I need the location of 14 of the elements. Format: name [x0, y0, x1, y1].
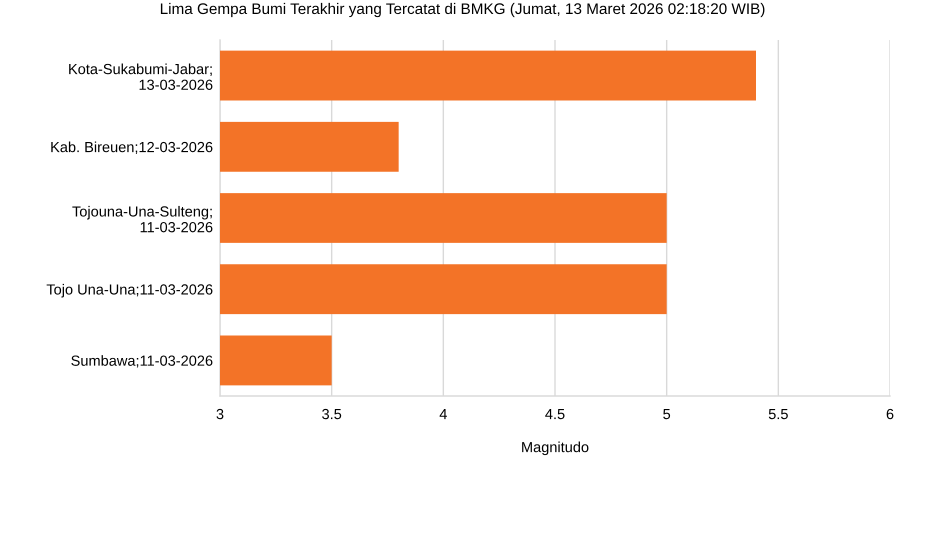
x-tick-label: 5: [663, 409, 670, 420]
x-axis-title: Magnitudo: [522, 442, 588, 456]
y-tick-label: Tojouna-Una-Sulteng; 11-03-2026: [72, 206, 212, 232]
chart-title: Lima Gempa Bumi Terakhir yang Tercatat di BMKG (Jumat, 13 Maret 2026 02:18:20 WIB): [160, 2, 764, 18]
x-tick-label: 5.5: [768, 409, 788, 420]
y-tick-label: Kota-Sukabumi-Jabar; 13-03-2026: [69, 64, 212, 90]
x-tick-label: 3: [216, 408, 224, 420]
y-tick-label: Tojo Una-Una;11-03-2026: [46, 284, 212, 298]
y-tick-label: Kab. Bireuen;12-03-2026: [51, 142, 212, 154]
x-tick-label: 4: [440, 409, 447, 420]
x-tick-label: 6: [886, 408, 894, 420]
y-tick-label: Sumbawa;11-03-2026: [71, 355, 212, 368]
x-tick-label: 3.5: [322, 408, 342, 420]
x-tick-label: 4.5: [545, 409, 565, 420]
